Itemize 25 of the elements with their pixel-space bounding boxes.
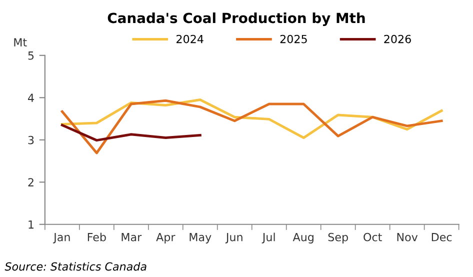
y-tick-label: 3 <box>28 136 34 144</box>
source-note: Source: Statistics Canada <box>4 262 146 271</box>
legend-label: 2025 <box>280 34 307 44</box>
y-tick-label: 5 <box>28 52 34 60</box>
x-tick-label: Jun <box>225 233 242 244</box>
line-series <box>60 99 443 154</box>
x-tick-label: Jan <box>53 233 70 244</box>
y-tick-label: 1 <box>28 220 34 229</box>
x-tick-label: Nov <box>397 233 418 242</box>
chart-title: Canada's Coal Production by Mth <box>108 12 365 26</box>
y-axis-title: Mt <box>14 38 27 46</box>
x-tick-label: Jul <box>262 232 275 244</box>
x-tick-label: Dec <box>432 233 452 242</box>
x-tick-label: Apr <box>156 233 176 244</box>
x-tick-label: Sep <box>328 232 348 244</box>
y-tick-label: 4 <box>28 94 34 102</box>
x-tick-label: Oct <box>364 232 382 242</box>
line-series <box>60 124 202 142</box>
y-tick-label: 2 <box>28 178 34 186</box>
legend-label: 2024 <box>176 34 204 44</box>
x-tick-label: Aug <box>292 233 314 244</box>
legend-label: 2026 <box>384 34 411 44</box>
x-tick-label: May <box>190 233 212 244</box>
x-tick-label: Feb <box>88 232 106 242</box>
x-tick-label: Mar <box>122 233 142 242</box>
